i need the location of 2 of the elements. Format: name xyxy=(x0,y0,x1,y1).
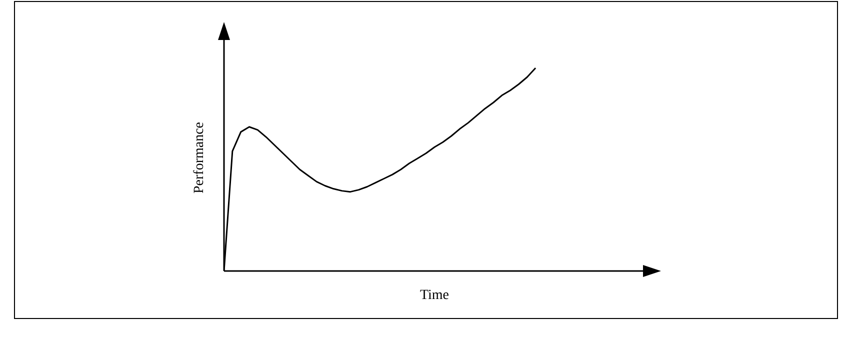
x-axis-title: Time xyxy=(420,288,450,303)
y-axis-title: Performance xyxy=(192,122,207,194)
